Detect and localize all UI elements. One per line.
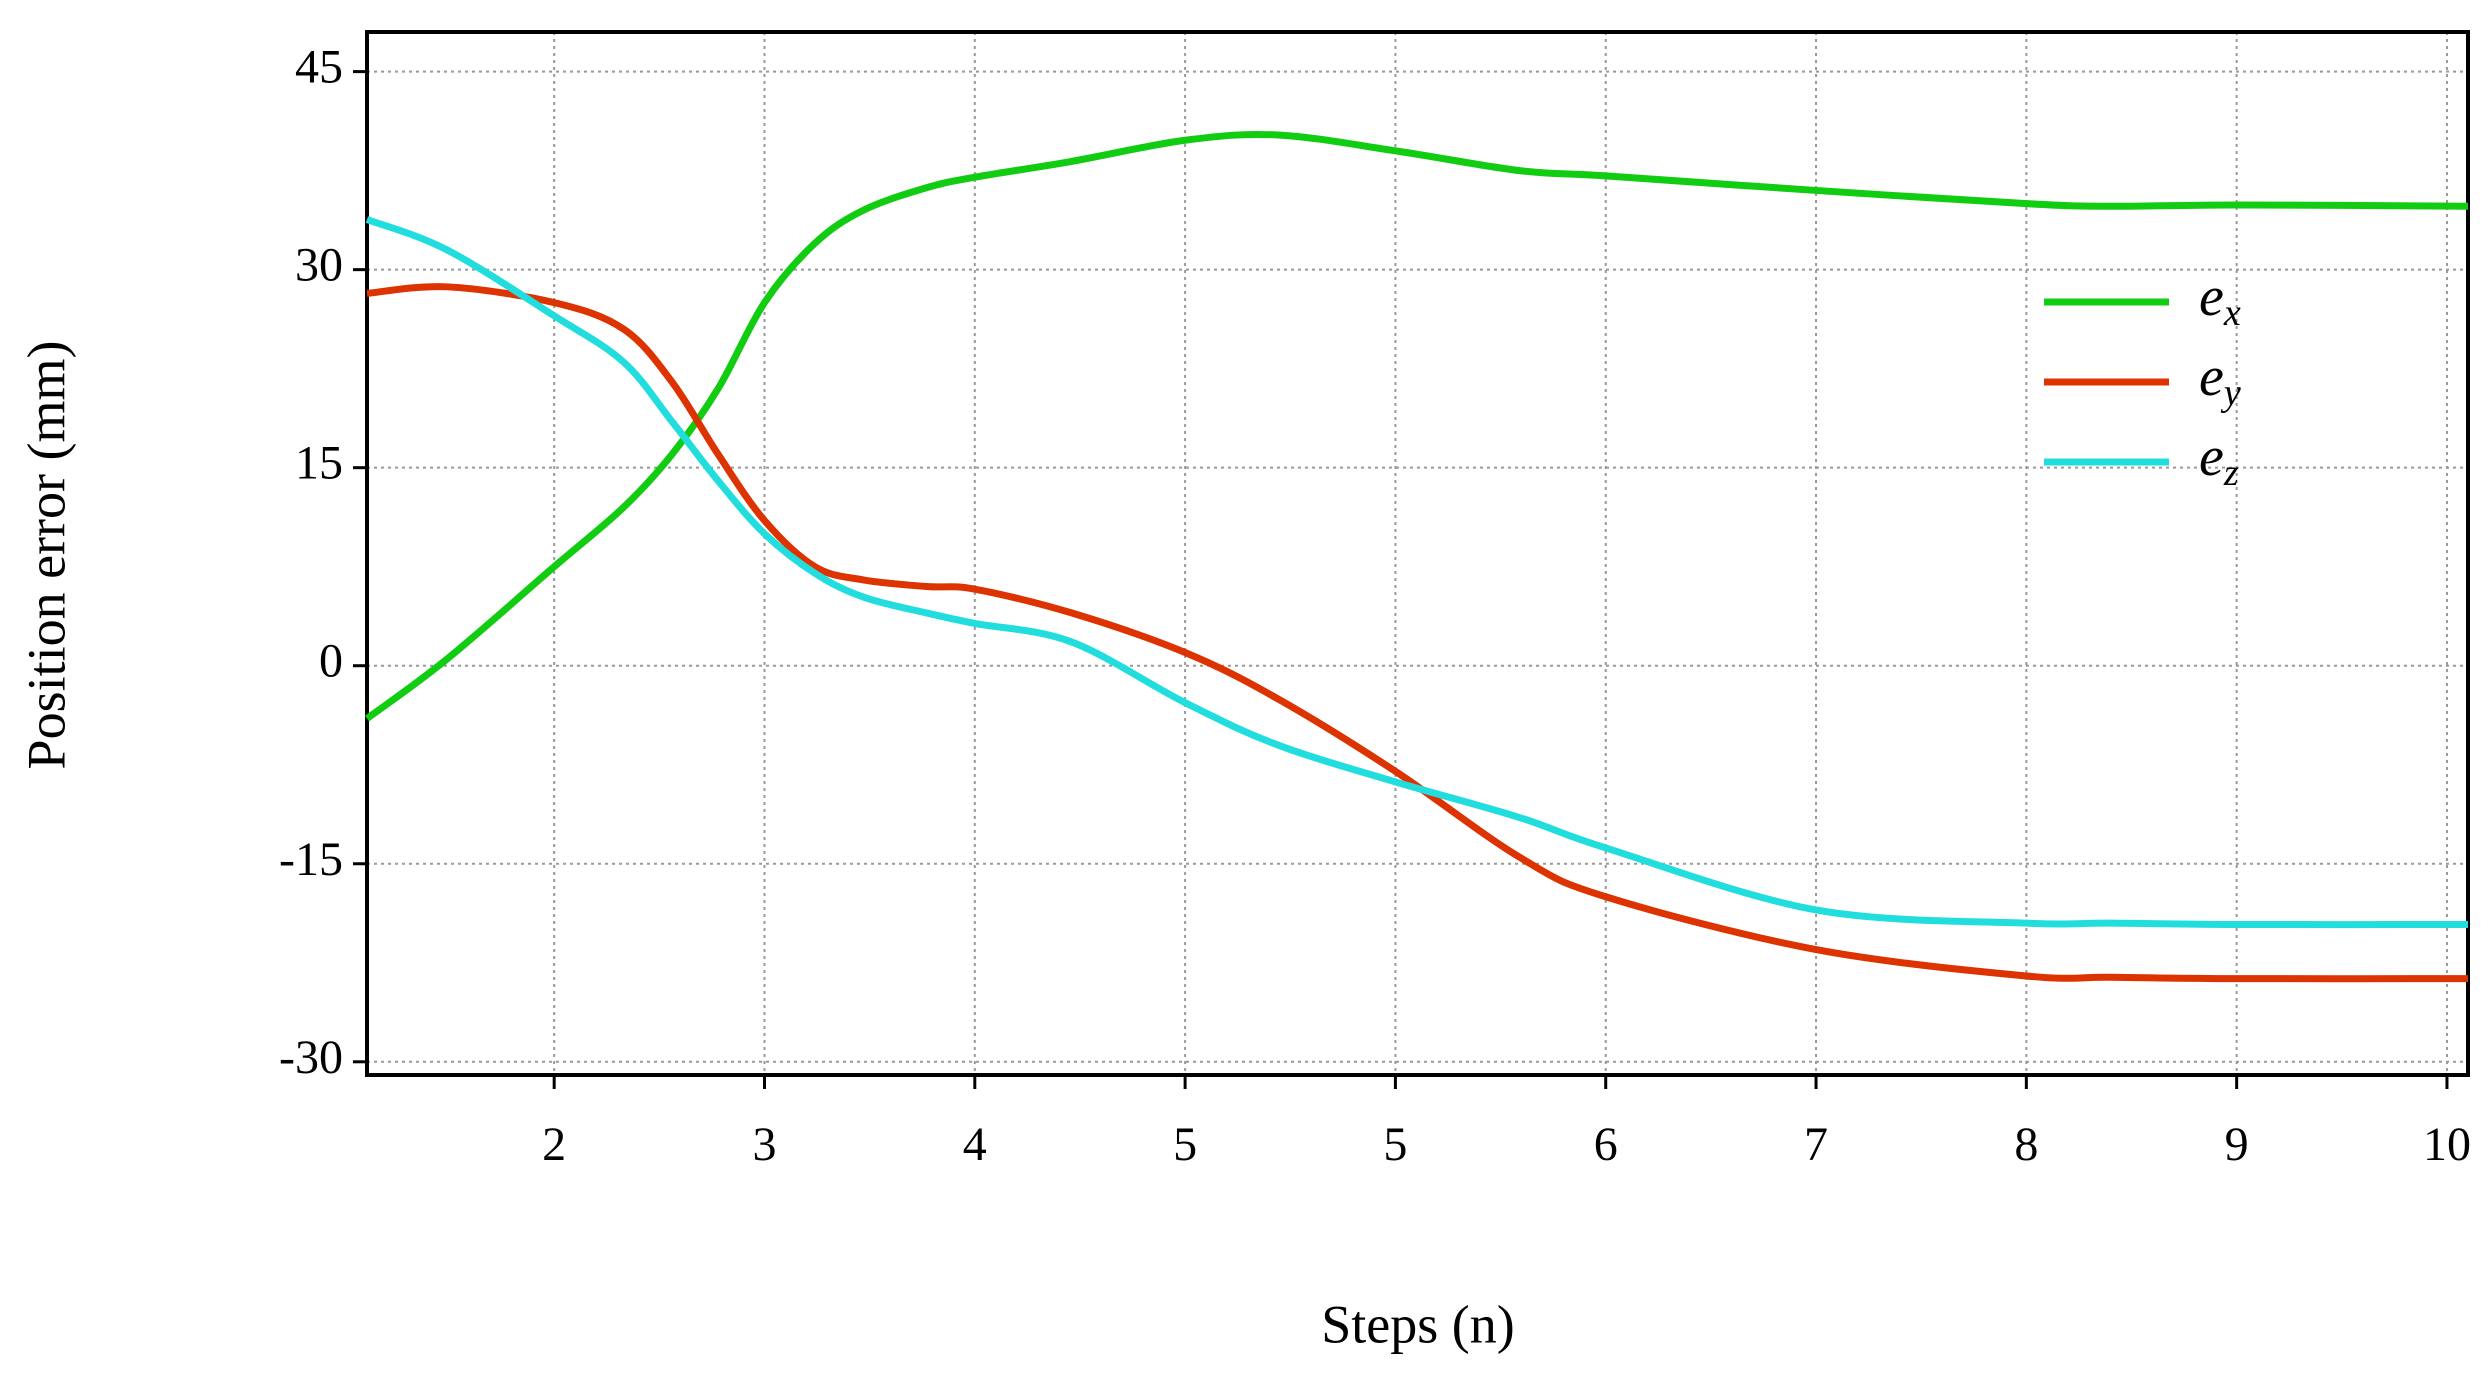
legend-base: e [2199, 346, 2224, 408]
x-tick-label: 9 [2225, 1118, 2249, 1171]
legend-sub: z [2223, 452, 2239, 494]
x-axis-title: Steps (n) [1321, 1294, 1514, 1354]
y-tick-label: -15 [279, 833, 343, 886]
legend-sub: y [2220, 372, 2241, 414]
x-tick-label: 2 [542, 1118, 566, 1171]
legend-text: ex [2199, 266, 2241, 334]
y-axis-title: Position error (mm) [16, 341, 76, 770]
x-tick-label: 3 [752, 1118, 776, 1171]
data-line [365, 216, 2469, 929]
data-line [366, 283, 2469, 983]
x-tick-label: 4 [963, 1118, 987, 1171]
legend-text: ey [2199, 346, 2241, 414]
x-tick-label: 5 [1173, 1118, 1197, 1171]
y-tick-label: 30 [295, 239, 343, 292]
y-tick-label: 45 [295, 41, 343, 94]
x-tick-label: 10 [2423, 1118, 2471, 1171]
x-tick-label: 7 [1804, 1118, 1828, 1171]
legend-sub: x [2223, 292, 2241, 334]
plot-frame [365, 30, 2470, 1077]
legend-base: e [2199, 266, 2224, 328]
legend-text: ez [2199, 426, 2239, 494]
y-tick-label: 0 [319, 635, 343, 688]
y-tick-label: 15 [295, 437, 343, 490]
y-tick-label: -30 [279, 1031, 343, 1084]
x-tick-label: 5 [1383, 1118, 1407, 1171]
x-tick-label: 6 [1594, 1118, 1618, 1171]
x-tick-label: 8 [2014, 1118, 2038, 1171]
data-line [364, 130, 2469, 722]
legend-base: e [2199, 426, 2224, 488]
